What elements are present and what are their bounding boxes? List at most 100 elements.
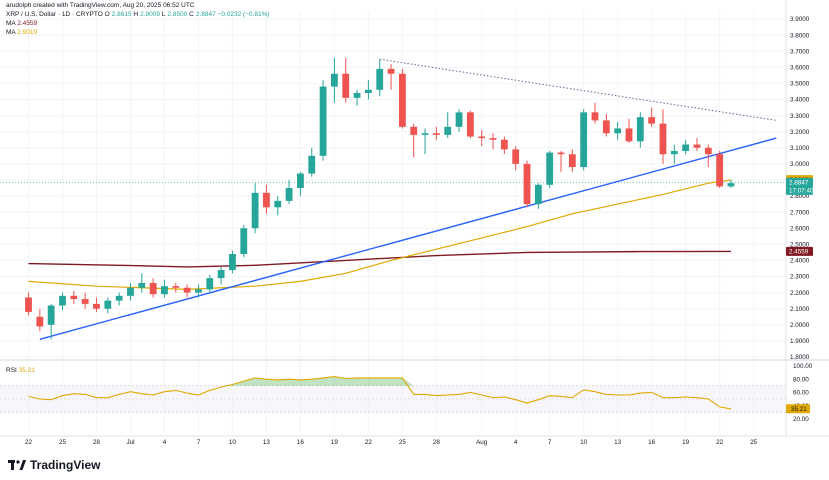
time-tick-label: 10 xyxy=(580,439,588,446)
time-tick-label: Aug xyxy=(476,439,488,446)
price-tick-label: 3.8000 xyxy=(790,32,810,39)
candle-body xyxy=(614,128,622,134)
candle-body xyxy=(229,253,236,271)
candle-body xyxy=(206,278,214,290)
price-tag-label: 17:07:40 xyxy=(789,188,814,195)
ohlc-open-value: 2.8615 xyxy=(111,11,132,18)
rsi-value: 35.21 xyxy=(18,367,35,374)
rsi-tick-label: 80.00 xyxy=(793,376,809,383)
price-tick-label: 2.7000 xyxy=(790,209,810,216)
candle-body xyxy=(183,287,191,293)
rsi-line xyxy=(28,376,732,410)
candle-body xyxy=(36,316,44,327)
time-tick-label: 7 xyxy=(548,439,552,446)
time-tick-label: 22 xyxy=(716,439,724,446)
candle-body xyxy=(274,200,282,208)
drawn-trendlines[interactable] xyxy=(39,58,777,340)
candle-body xyxy=(466,112,474,137)
time-axis[interactable]: 22 25 28 Jul 4 7 10 13 16 19 22 25 28 Aug 4 7 10 13 16 19 22… xyxy=(25,439,758,446)
ma-slow-legend[interactable]: MA 2.4559 xyxy=(6,20,37,28)
ohlc-close-label: C xyxy=(189,11,194,18)
candle-body xyxy=(25,297,32,312)
candle-body xyxy=(455,112,463,127)
price-tick-label: 2.8000 xyxy=(790,193,810,200)
candle-body xyxy=(149,282,157,295)
price-tick-label: 3.6000 xyxy=(790,64,810,71)
rsi-value-tag: 35.21 xyxy=(791,406,807,413)
candle-body xyxy=(172,286,180,288)
candle-body xyxy=(557,152,565,155)
ohlc-open-label: O xyxy=(104,11,110,18)
time-tick-label: 4 xyxy=(163,439,167,446)
price-tick-label: 3.1000 xyxy=(790,145,810,152)
price-tick-label: 3.5000 xyxy=(790,81,810,88)
candle-body xyxy=(591,112,599,121)
candle-body xyxy=(70,295,78,300)
candle-body xyxy=(546,152,554,185)
rsi-tick-label: 100.00 xyxy=(793,363,813,370)
price-tag-bg xyxy=(786,246,813,256)
candle-body xyxy=(693,144,701,148)
price-tick-label: 1.9000 xyxy=(790,338,810,345)
time-tick-label: 4 xyxy=(514,439,518,446)
credit-line: arudolph created with TradingView.com, A… xyxy=(6,2,195,10)
candle-body xyxy=(331,73,338,87)
price-tick-label: 3.2000 xyxy=(790,129,810,136)
candle-body xyxy=(444,126,452,135)
support-trendline xyxy=(39,137,777,340)
price-tick-label: 2.6000 xyxy=(790,225,810,232)
ma-fast-legend[interactable]: MA 2.9019 xyxy=(6,29,37,37)
rsi-label: RSI xyxy=(6,367,17,374)
time-tick-label: 16 xyxy=(297,439,305,446)
rsi-tick-label: 20.00 xyxy=(793,416,809,423)
candle-body xyxy=(319,86,327,156)
time-tick-label: 25 xyxy=(399,439,407,446)
rsi-value-tag-bg xyxy=(786,404,810,414)
time-tick-label: 25 xyxy=(750,439,758,446)
ohlc-low-label: L xyxy=(161,11,166,18)
ohlc-low-value: 2.8500 xyxy=(167,11,188,18)
candle-body xyxy=(602,120,610,134)
ma-fast-value: 2.9019 xyxy=(17,29,38,36)
ohlc-high-value: 2.9009 xyxy=(140,11,160,18)
ma-slow-value: 2.4559 xyxy=(17,20,38,27)
time-tick-label: 22 xyxy=(25,439,33,446)
candle-body xyxy=(240,228,248,254)
candle-body xyxy=(59,295,66,306)
time-tick-label: 19 xyxy=(331,439,339,446)
candles xyxy=(25,57,735,340)
candle-body xyxy=(421,133,429,135)
price-tick-label: 2.0000 xyxy=(790,322,810,329)
tradingview-logo-icon xyxy=(8,460,26,470)
resistance-trendline xyxy=(379,58,777,121)
price-grid xyxy=(0,0,829,437)
price-tick-label: 2.1000 xyxy=(790,306,810,313)
candle-body xyxy=(716,154,724,187)
candle-body xyxy=(625,128,633,142)
candle-body xyxy=(636,117,644,142)
rsi-legend[interactable]: RSI 35.21 xyxy=(6,367,35,374)
candle-body xyxy=(308,155,316,174)
price-tick-label: 3.0000 xyxy=(790,161,810,168)
candle-body xyxy=(659,123,667,155)
rsi-band-fill xyxy=(0,385,786,413)
price-tick-label: 3.9000 xyxy=(790,16,810,23)
time-tick-label: 28 xyxy=(433,439,441,446)
tradingview-logo[interactable]: TradingView xyxy=(8,458,100,472)
candle-body xyxy=(682,144,690,151)
candle-body xyxy=(534,184,542,205)
candle-body xyxy=(93,303,100,309)
symbol-legend[interactable]: XRP / U.S. Dollar · 1D · CRYPTO O 2.8615 … xyxy=(6,11,270,19)
tradingview-wordmark: TradingView xyxy=(30,458,101,472)
price-tick-label: 3.4000 xyxy=(790,97,810,104)
candle-body xyxy=(523,163,531,205)
candle-body xyxy=(648,117,656,124)
candle-body xyxy=(410,126,418,135)
candle-body xyxy=(263,192,270,208)
price-tag-label: 2.4559 xyxy=(789,249,809,256)
price-tag-label: 2.8847 xyxy=(789,180,809,187)
price-tick-label: 3.3000 xyxy=(790,113,810,120)
price-tick-label: 2.3000 xyxy=(790,274,810,281)
